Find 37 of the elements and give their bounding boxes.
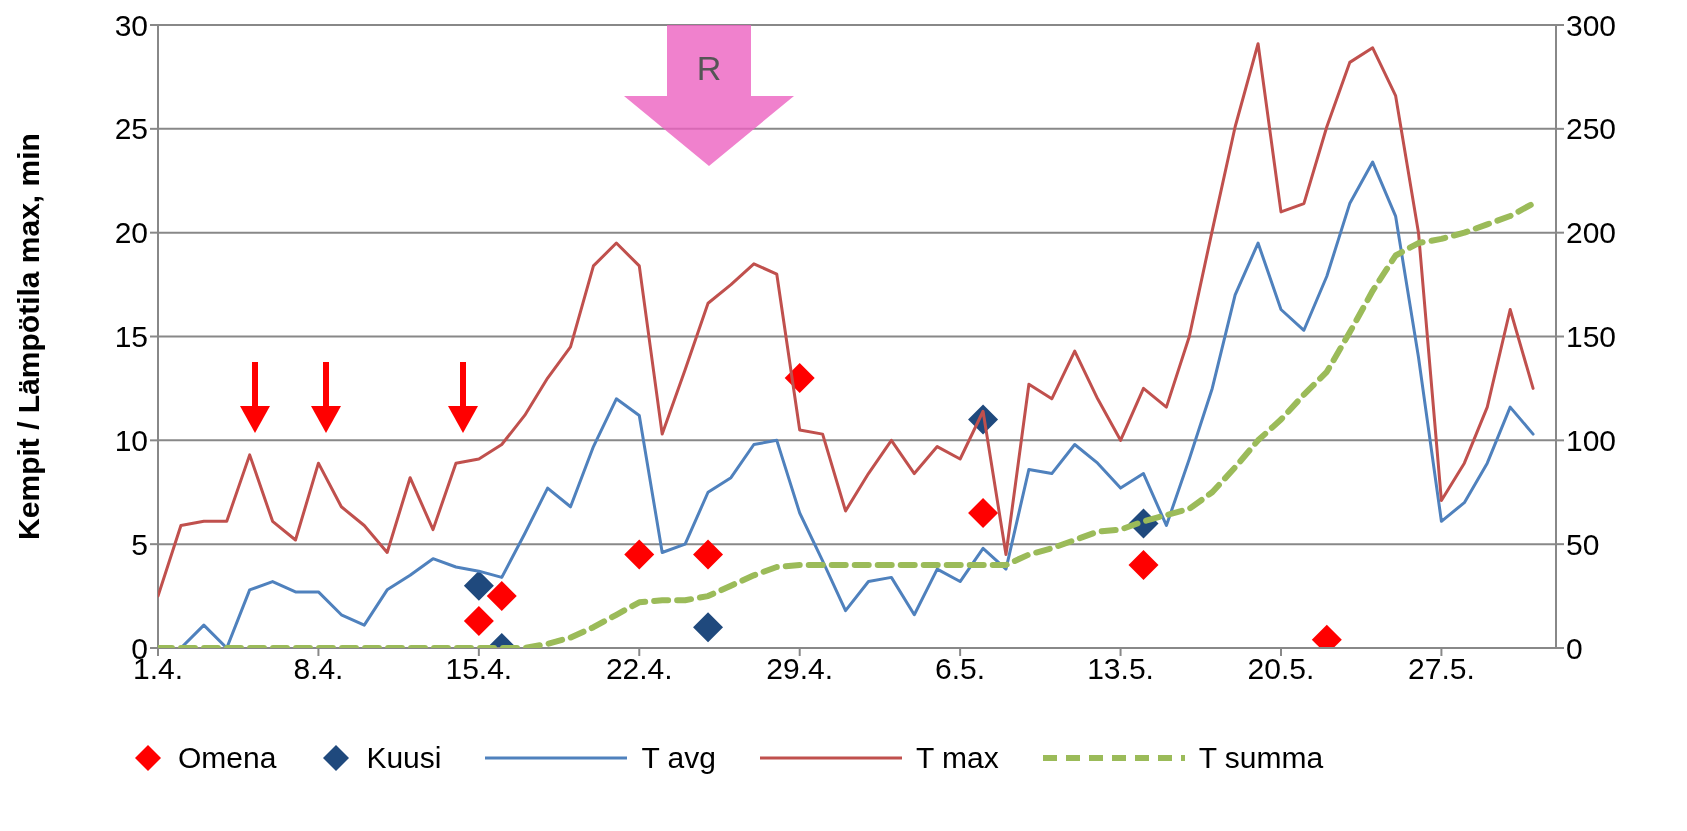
point [624, 539, 655, 570]
point [968, 498, 999, 529]
y-tick-label: 30 [114, 8, 148, 42]
y-tick-label: 10 [114, 423, 148, 457]
y-tick-label: 15 [114, 320, 148, 354]
legend-label: T avg [641, 741, 716, 775]
x-tick-label: 22.4. [605, 652, 673, 686]
legend-label: T max [915, 741, 999, 775]
y-axis-title: Kempit / Lämpötila max, min [11, 133, 45, 540]
point [693, 612, 724, 643]
y2-tick-label: 150 [1566, 320, 1617, 354]
y-tick-label: 5 [131, 527, 148, 561]
line-series [158, 42, 1535, 598]
legend-label: T summa [1198, 741, 1324, 775]
y2-tick-label: 100 [1566, 423, 1617, 457]
legend-label: Kuusi [366, 741, 442, 775]
point [463, 606, 494, 636]
y2-tick-label: 250 [1566, 112, 1617, 146]
annotation: R [696, 49, 722, 87]
x-tick-label: 27.5. [1408, 652, 1475, 686]
point [463, 570, 494, 601]
point [1128, 549, 1159, 580]
y-tick-label: 25 [114, 112, 148, 146]
point [486, 581, 517, 612]
x-tick-label: 29.4. [766, 652, 834, 686]
y-tick-label: 20 [114, 216, 148, 250]
x-tick-label: 6.5. [935, 652, 986, 686]
x-tick-label: 8.4. [293, 652, 344, 686]
x-tick-label: 13.5. [1087, 652, 1154, 686]
y2-tick-label: 50 [1566, 527, 1600, 561]
point [693, 539, 724, 570]
x-tick-label: 15.4. [445, 652, 513, 686]
x-tick-label: 20.5. [1247, 652, 1315, 686]
legend-label: Omena [178, 741, 277, 775]
y2-tick-label: 0 [1566, 631, 1583, 665]
y2-tick-label: 200 [1566, 216, 1617, 250]
y2-tick-label: 300 [1566, 8, 1617, 42]
